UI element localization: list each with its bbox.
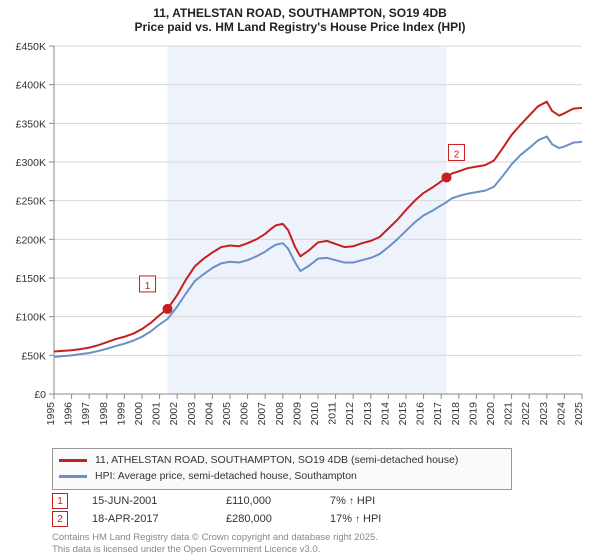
- svg-text:2025: 2025: [573, 402, 585, 426]
- svg-text:1: 1: [145, 281, 151, 292]
- arrow-up-icon: ↑: [355, 514, 360, 525]
- svg-text:2017: 2017: [432, 402, 444, 426]
- svg-text:2010: 2010: [309, 402, 321, 426]
- transaction-vs-hpi: 17%↑HPI: [330, 513, 440, 525]
- svg-text:2020: 2020: [485, 402, 497, 426]
- svg-text:2013: 2013: [362, 402, 374, 426]
- transaction-vs-hpi: 7%↑HPI: [330, 495, 440, 507]
- legend-label: HPI: Average price, semi-detached house,…: [95, 469, 357, 485]
- transaction-table: 1 15-JUN-2001 £110,000 7%↑HPI 2 18-APR-2…: [52, 492, 440, 528]
- svg-text:2018: 2018: [450, 402, 462, 426]
- marker-index-box: 1: [52, 493, 68, 509]
- chart-container: 11, ATHELSTAN ROAD, SOUTHAMPTON, SO19 4D…: [0, 0, 600, 560]
- chart-area: £0 £50K £100K £150K £200K £250K £300K £350K £400…: [8, 40, 592, 440]
- svg-text:£450K: £450K: [16, 41, 46, 53]
- svg-text:£50K: £50K: [21, 350, 46, 362]
- svg-text:1997: 1997: [80, 402, 92, 426]
- svg-text:1998: 1998: [98, 402, 110, 426]
- svg-text:2024: 2024: [555, 402, 567, 426]
- svg-text:2012: 2012: [344, 402, 356, 426]
- legend-item: 11, ATHELSTAN ROAD, SOUTHAMPTON, SO19 4D…: [59, 453, 505, 469]
- svg-text:2001: 2001: [151, 402, 163, 426]
- chart-title-line1: 11, ATHELSTAN ROAD, SOUTHAMPTON, SO19 4D…: [0, 6, 600, 20]
- svg-text:1996: 1996: [63, 402, 75, 426]
- svg-text:2002: 2002: [168, 402, 180, 426]
- svg-text:2004: 2004: [203, 402, 215, 426]
- svg-text:2: 2: [454, 149, 460, 160]
- svg-text:2016: 2016: [415, 402, 427, 426]
- transaction-date: 18-APR-2017: [92, 513, 202, 525]
- svg-text:2011: 2011: [327, 402, 339, 425]
- svg-text:£350K: £350K: [16, 118, 46, 130]
- svg-text:2009: 2009: [291, 402, 303, 426]
- legend-swatch: [59, 475, 87, 478]
- transaction-date: 15-JUN-2001: [92, 495, 202, 507]
- svg-text:£300K: £300K: [16, 157, 46, 169]
- transaction-price: £280,000: [226, 513, 306, 525]
- svg-text:2021: 2021: [503, 402, 515, 426]
- arrow-up-icon: ↑: [349, 496, 354, 507]
- svg-text:2003: 2003: [186, 402, 198, 426]
- svg-text:1995: 1995: [45, 402, 57, 426]
- svg-text:2023: 2023: [538, 402, 550, 426]
- svg-text:£400K: £400K: [16, 80, 46, 92]
- svg-text:2005: 2005: [221, 402, 233, 426]
- svg-text:2019: 2019: [467, 402, 479, 426]
- chart-title-line2: Price paid vs. HM Land Registry's House …: [0, 20, 600, 34]
- svg-text:2000: 2000: [133, 402, 145, 426]
- table-row: 1 15-JUN-2001 £110,000 7%↑HPI: [52, 492, 440, 510]
- legend: 11, ATHELSTAN ROAD, SOUTHAMPTON, SO19 4D…: [52, 448, 512, 490]
- svg-text:1999: 1999: [115, 402, 127, 426]
- svg-text:2022: 2022: [520, 402, 532, 426]
- svg-text:£250K: £250K: [16, 196, 46, 208]
- svg-text:£100K: £100K: [16, 312, 46, 324]
- legend-label: 11, ATHELSTAN ROAD, SOUTHAMPTON, SO19 4D…: [95, 453, 458, 469]
- marker-index-box: 2: [52, 511, 68, 527]
- svg-text:2008: 2008: [274, 402, 286, 426]
- transaction-price: £110,000: [226, 495, 306, 507]
- attribution-text: Contains HM Land Registry data © Crown c…: [52, 532, 572, 556]
- svg-text:2006: 2006: [239, 402, 251, 426]
- svg-text:2014: 2014: [379, 402, 391, 426]
- svg-text:2015: 2015: [397, 402, 409, 426]
- chart-svg: £0 £50K £100K £150K £200K £250K £300K £350K £400…: [8, 40, 592, 440]
- legend-swatch: [59, 459, 87, 462]
- svg-text:£150K: £150K: [16, 273, 46, 285]
- svg-text:£0: £0: [34, 389, 46, 401]
- legend-item: HPI: Average price, semi-detached house,…: [59, 469, 505, 485]
- table-row: 2 18-APR-2017 £280,000 17%↑HPI: [52, 510, 440, 528]
- svg-text:£200K: £200K: [16, 234, 46, 246]
- title-block: 11, ATHELSTAN ROAD, SOUTHAMPTON, SO19 4D…: [0, 0, 600, 34]
- svg-text:2007: 2007: [256, 402, 268, 426]
